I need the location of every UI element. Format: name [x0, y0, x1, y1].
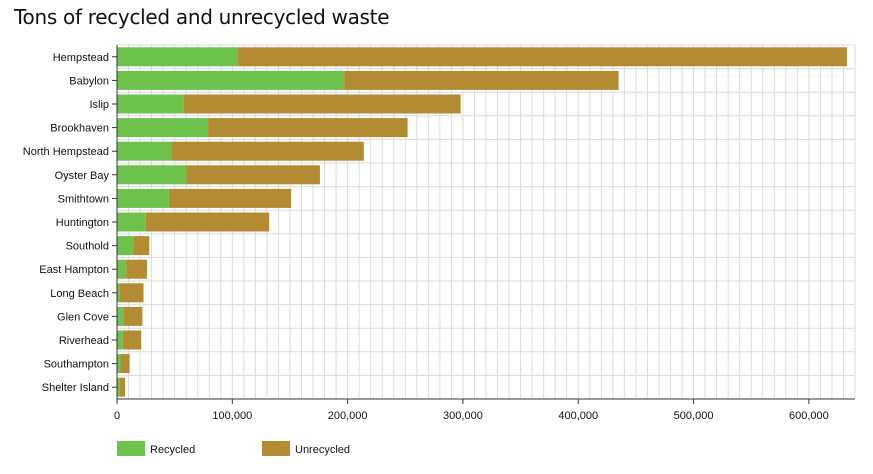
y-tick-label: Shelter Island: [42, 382, 109, 394]
bar-recycled-riverhead: [117, 330, 123, 350]
x-tick-label: 100,000: [212, 410, 252, 422]
y-tick-label: Oyster Bay: [55, 170, 110, 182]
bar-recycled-southold: [117, 236, 134, 256]
y-tick-label: North Hempstead: [23, 146, 109, 158]
x-tick-label: 0: [114, 410, 120, 422]
bar-recycled-east-hampton: [117, 259, 127, 279]
y-tick-label: Huntington: [56, 217, 109, 229]
bar-unrecycled-huntington: [145, 212, 270, 232]
y-tick-label: Southold: [66, 241, 109, 253]
bar-recycled-smithtown: [117, 188, 169, 208]
x-axis-labels: 0 100,000 200,000 300,000 400,000 500,000 600,…: [114, 410, 829, 422]
bar-recycled-babylon: [117, 70, 345, 90]
bar-recycled-oyster-bay: [117, 165, 187, 185]
bar-unrecycled-long-beach: [119, 283, 144, 303]
y-tick-label: Riverhead: [59, 335, 109, 347]
bar-unrecycled-north-hempstead: [171, 141, 364, 161]
y-tick-label: Hempstead: [53, 52, 109, 64]
bars: [117, 47, 847, 397]
y-tick-label: Babylon: [69, 75, 109, 87]
bar-recycled-brookhaven: [117, 118, 209, 138]
bar-recycled-glen-cove: [117, 306, 124, 326]
bar-unrecycled-glen-cove: [123, 306, 143, 326]
chart-title: Tons of recycled and unrecycled waste: [14, 5, 390, 29]
axes: [112, 45, 855, 404]
bar-unrecycled-southampton: [120, 354, 130, 374]
bar-unrecycled-oyster-bay: [186, 165, 320, 185]
bar-unrecycled-east-hampton: [126, 259, 147, 279]
y-tick-label: Islip: [89, 99, 109, 111]
bar-unrecycled-brookhaven: [208, 118, 408, 138]
y-tick-label: Smithtown: [58, 193, 109, 205]
x-tick-label: 300,000: [443, 410, 483, 422]
x-tick-label: 600,000: [789, 410, 829, 422]
bar-recycled-huntington: [117, 212, 146, 232]
x-tick-label: 200,000: [328, 410, 368, 422]
x-tick-label: 400,000: [558, 410, 598, 422]
y-tick-label: Brookhaven: [50, 123, 109, 135]
bar-unrecycled-riverhead: [122, 330, 142, 350]
bar-recycled-north-hempstead: [117, 141, 172, 161]
bar-recycled-hempstead: [117, 47, 239, 67]
bar-recycled-shelter-island: [117, 377, 120, 397]
y-axis-labels: Hempstead Babylon Islip Brookhaven North Hem…: [23, 52, 110, 394]
legend-swatch-recycled: [117, 441, 145, 456]
legend-swatch-unrecycled: [262, 441, 290, 456]
x-tick-label: 500,000: [674, 410, 714, 422]
legend-label-unrecycled: Unrecycled: [295, 444, 350, 456]
y-tick-label: East Hampton: [39, 264, 109, 276]
bar-unrecycled-hempstead: [238, 47, 847, 67]
y-tick-label: Long Beach: [50, 288, 109, 300]
bar-unrecycled-shelter-island: [119, 377, 126, 397]
bar-recycled-long-beach: [117, 283, 120, 303]
y-tick-label: Southampton: [44, 359, 109, 371]
bar-recycled-southampton: [117, 354, 121, 374]
bar-unrecycled-southold: [133, 236, 150, 256]
y-tick-label: Glen Cove: [57, 311, 109, 323]
bar-unrecycled-babylon: [344, 70, 619, 90]
legend: Recycled Unrecycled: [117, 441, 350, 456]
bar-unrecycled-islip: [183, 94, 461, 114]
bar-unrecycled-smithtown: [168, 188, 292, 208]
bar-recycled-islip: [117, 94, 184, 114]
legend-label-recycled: Recycled: [150, 444, 195, 456]
